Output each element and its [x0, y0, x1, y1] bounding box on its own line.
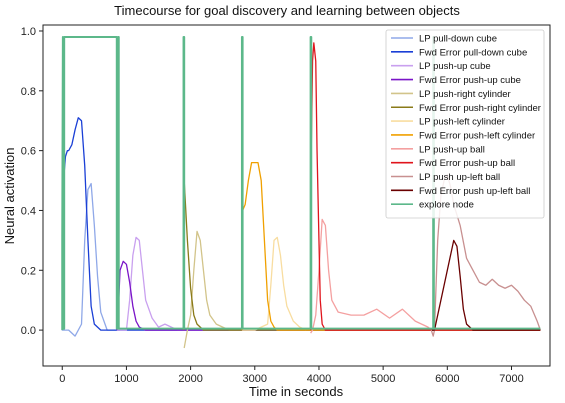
x-tick-label: 4000 — [307, 373, 331, 385]
y-axis-title: Neural activation — [2, 148, 17, 245]
legend-entry: LP push-right cylinder — [391, 89, 511, 100]
legend-label: Fwd Error push-up cube — [419, 75, 521, 86]
axes-frame — [42, 24, 551, 367]
y-tick-label: 0.8 — [21, 86, 36, 98]
series-line-lp-push-right-cylinder — [183, 230, 242, 349]
series-line-fwd-error-push-left-cylinder — [241, 161, 541, 331]
x-tick-label: 1000 — [114, 373, 138, 385]
legend-entry: LP push up-left ball — [391, 172, 500, 183]
chart-title: Timecourse for goal discovery and learni… — [114, 3, 460, 18]
legend-label: LP push-up cube — [419, 61, 491, 72]
legend-entry: Fwd Error push-up ball — [391, 158, 515, 169]
legend-label: Fwd Error push-left cylinder — [419, 130, 535, 141]
series-line-lp-push-up-ball — [310, 218, 432, 334]
x-tick-label: 7000 — [499, 373, 523, 385]
legend-box — [385, 29, 545, 219]
legend-entry: explore node — [391, 200, 474, 211]
legend-label: LP pull-down cube — [419, 34, 497, 45]
legend-label: Fwd Error pull-down cube — [419, 47, 527, 58]
legend-entry: LP push-up ball — [391, 144, 485, 155]
legend-entry: Fwd Error pull-down cube — [391, 47, 527, 58]
y-tick-label: 0.2 — [21, 265, 36, 277]
y-tick-label: 1.0 — [21, 26, 36, 38]
legend-label: Fwd Error push-up ball — [419, 158, 515, 169]
legend-label: Fwd Error push up-left ball — [419, 186, 530, 197]
x-axis-title: Time in seconds — [249, 384, 344, 399]
legend-label: LP push up-left ball — [419, 172, 500, 183]
y-tick-label: 0.4 — [21, 205, 36, 217]
legend-label: LP push-right cylinder — [419, 89, 511, 100]
x-tick-label: 3000 — [243, 373, 267, 385]
series-line-explore-node — [61, 35, 541, 331]
legend-entry: LP pull-down cube — [391, 34, 497, 45]
legend-entry: Fwd Error push-right cylinder — [391, 103, 541, 114]
legend-label: explore node — [419, 200, 474, 211]
x-tick-label: 2000 — [178, 373, 202, 385]
y-tick-label: 0.0 — [21, 325, 36, 337]
legend-entry: Fwd Error push up-left ball — [391, 186, 530, 197]
x-axis: 0 1000 2000 3000 4000 5000 6000 7000 — [59, 366, 524, 385]
legend-label: LP push-left cylinder — [419, 117, 505, 128]
legend: LP pull-down cube Fwd Error pull-down cub… — [385, 29, 545, 219]
legend-label: Fwd Error push-right cylinder — [419, 103, 541, 114]
series-line-fwd-error-push-up-cube — [116, 260, 541, 331]
x-tick-label: 6000 — [435, 373, 459, 385]
legend-entry: Fwd Error push-up cube — [391, 75, 521, 86]
series-line-fwd-error-push-up-left-ball — [431, 239, 541, 331]
legend-entry: LP push-up cube — [391, 61, 491, 72]
series-line-lp-push-left-cylinder — [241, 236, 307, 331]
legend-label: LP push-up ball — [419, 144, 485, 155]
series-line-fwd-error-push-up-ball — [309, 42, 541, 331]
y-tick-label: 0.6 — [21, 146, 36, 158]
x-tick-label: 5000 — [371, 373, 395, 385]
x-tick-label: 0 — [59, 373, 65, 385]
legend-entry: LP push-left cylinder — [391, 117, 505, 128]
y-axis: 0.0 0.2 0.4 0.6 0.8 1.0 — [21, 26, 43, 337]
legend-entry: Fwd Error push-left cylinder — [391, 130, 535, 141]
series-line-fwd-error-pull-down-cube — [61, 117, 541, 331]
series-line-fwd-error-push-right-cylinder — [182, 179, 541, 331]
series-line-lp-pull-down-cube — [62, 182, 121, 337]
